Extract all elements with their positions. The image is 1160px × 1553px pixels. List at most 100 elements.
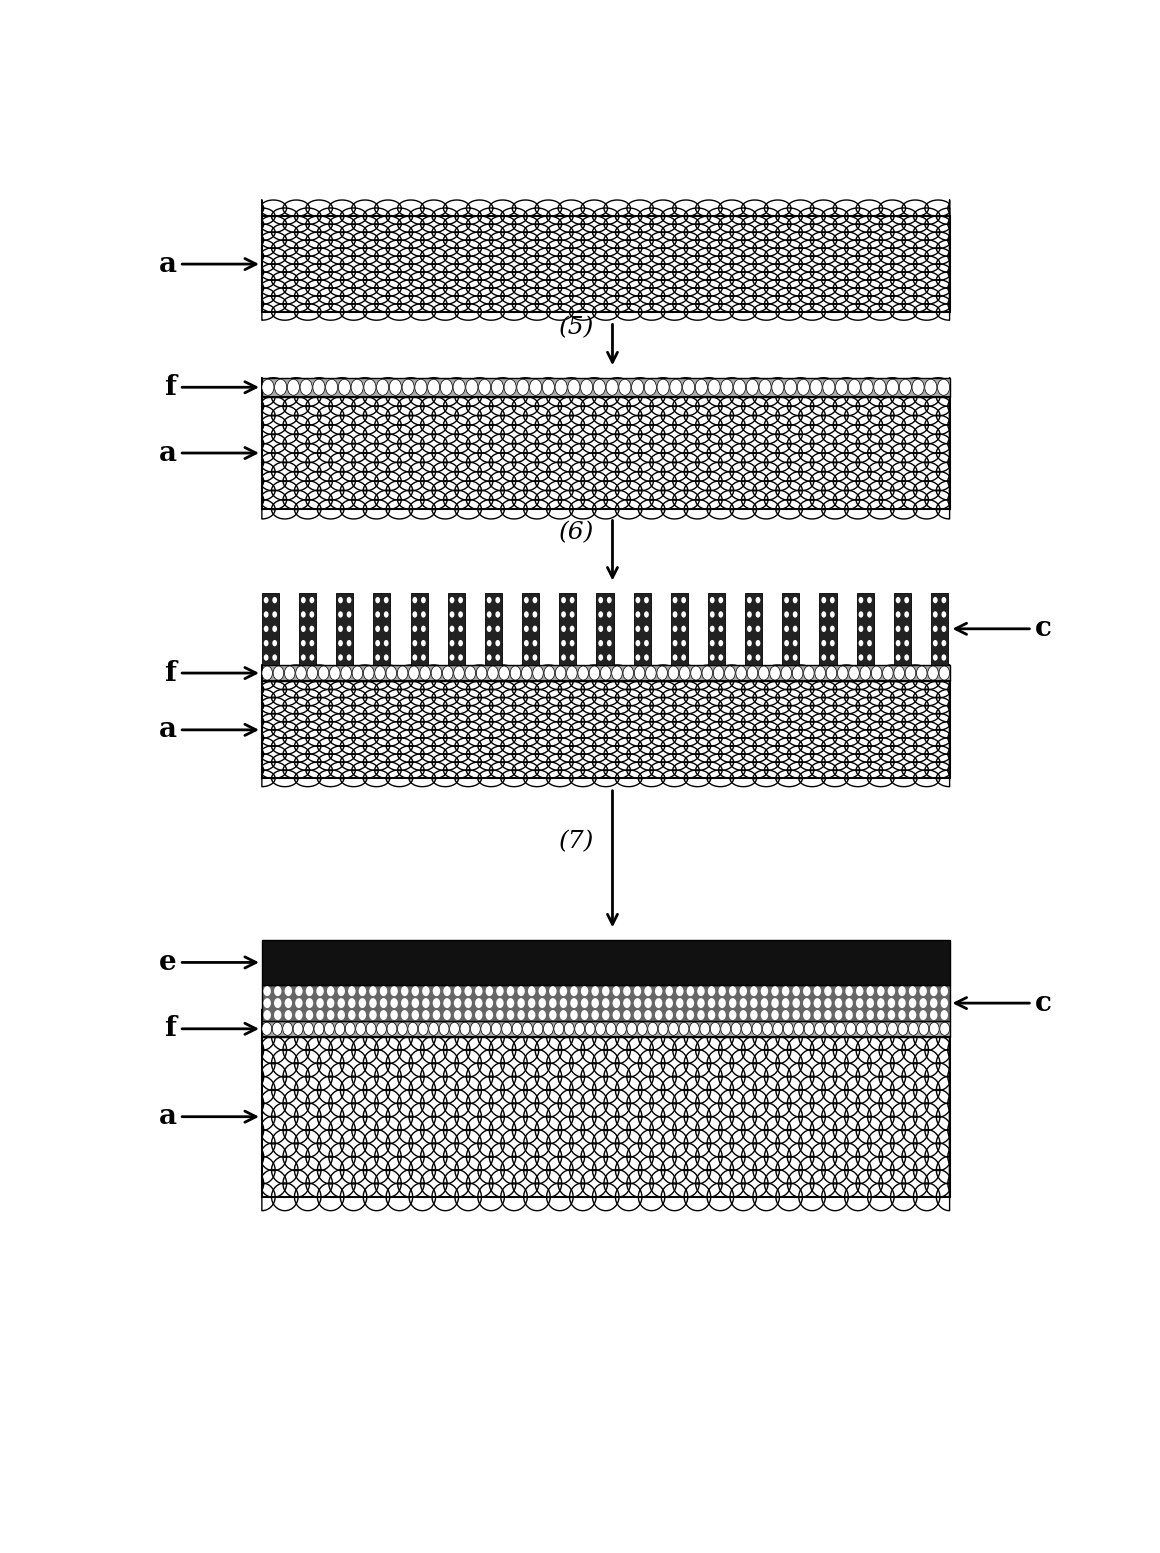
Circle shape [618,379,631,396]
Circle shape [495,654,500,660]
Circle shape [710,596,715,603]
Circle shape [718,640,723,646]
Circle shape [486,1009,493,1020]
Bar [485,593,502,665]
Circle shape [858,640,863,646]
Circle shape [466,379,478,396]
Circle shape [304,1022,313,1036]
Circle shape [300,640,306,646]
Circle shape [740,1009,747,1020]
Circle shape [752,1022,762,1036]
Circle shape [644,379,657,396]
Circle shape [358,986,367,995]
Circle shape [384,596,389,603]
Bar [670,593,688,665]
Circle shape [476,999,483,1008]
Circle shape [454,379,465,396]
Circle shape [821,626,826,632]
Circle shape [747,640,752,646]
Circle shape [846,1022,856,1036]
Circle shape [856,1022,867,1036]
Circle shape [581,999,588,1008]
Circle shape [867,626,872,632]
Circle shape [746,379,759,396]
Circle shape [920,1009,927,1020]
Circle shape [655,1009,662,1020]
Circle shape [941,999,948,1008]
Circle shape [570,640,574,646]
Circle shape [792,986,800,995]
Circle shape [669,379,682,396]
Circle shape [295,1009,303,1020]
Circle shape [486,986,493,995]
Circle shape [928,666,938,680]
Circle shape [549,999,557,1008]
Circle shape [761,999,768,1008]
Circle shape [408,1022,418,1036]
Circle shape [636,640,640,646]
Circle shape [856,1009,863,1020]
Circle shape [487,596,492,603]
Circle shape [327,986,334,995]
Circle shape [532,640,537,646]
Circle shape [310,640,314,646]
Circle shape [570,654,574,660]
Circle shape [580,379,593,396]
Circle shape [877,1009,885,1020]
Circle shape [592,1009,599,1020]
Circle shape [858,596,863,603]
Circle shape [419,1022,428,1036]
Circle shape [919,1022,929,1036]
Circle shape [792,612,798,618]
Circle shape [751,999,757,1008]
Circle shape [528,999,536,1008]
Circle shape [905,654,909,660]
Bar [262,682,950,778]
Circle shape [792,666,803,680]
Circle shape [507,999,514,1008]
Circle shape [925,379,937,396]
Circle shape [905,626,909,632]
Circle shape [364,379,376,396]
Circle shape [510,666,521,680]
Circle shape [657,666,667,680]
Circle shape [376,654,380,660]
Circle shape [784,654,789,660]
Circle shape [532,596,537,603]
Circle shape [673,596,677,603]
Circle shape [465,666,476,680]
Circle shape [784,626,789,632]
Circle shape [487,666,498,680]
Circle shape [858,654,863,660]
Circle shape [668,1022,679,1036]
Circle shape [680,666,690,680]
Circle shape [877,1022,887,1036]
Circle shape [412,999,419,1008]
Text: (6): (6) [559,522,594,545]
Circle shape [741,1022,752,1036]
Circle shape [867,1009,873,1020]
Circle shape [538,999,546,1008]
Circle shape [896,640,900,646]
Circle shape [825,999,832,1008]
Circle shape [347,640,351,646]
Circle shape [326,379,338,396]
Circle shape [273,626,277,632]
Circle shape [813,986,821,995]
Circle shape [942,612,947,618]
Circle shape [347,612,351,618]
Circle shape [713,666,724,680]
Circle shape [718,596,723,603]
Circle shape [262,666,273,680]
Circle shape [771,999,778,1008]
Circle shape [747,612,752,618]
Circle shape [458,640,463,646]
Circle shape [658,1022,668,1036]
Circle shape [916,666,927,680]
Circle shape [517,999,524,1008]
Circle shape [623,666,633,680]
Circle shape [673,640,677,646]
Circle shape [574,1022,585,1036]
Circle shape [905,640,909,646]
Circle shape [825,1022,835,1036]
